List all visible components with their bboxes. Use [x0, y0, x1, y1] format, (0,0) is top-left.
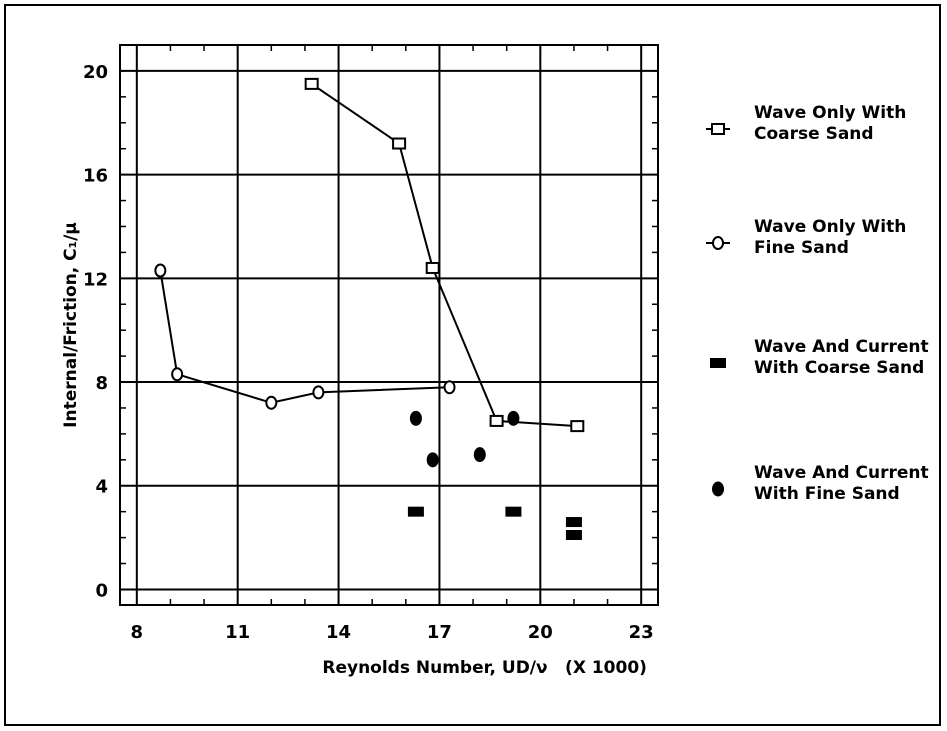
- x-tick-label: 20: [528, 622, 553, 643]
- legend-label: Coarse Sand: [754, 124, 874, 144]
- y-tick-label: 4: [95, 477, 108, 498]
- legend-marker-3: [710, 358, 726, 368]
- x-tick-label: 8: [131, 622, 144, 643]
- x-tick-label: 11: [225, 622, 250, 643]
- series-2-point: [265, 395, 278, 410]
- y-tick-label: 12: [83, 269, 108, 290]
- x-axis-multiplier: (X 1000): [565, 658, 647, 678]
- series-1-point: [392, 137, 407, 150]
- series-4-point: [473, 447, 486, 463]
- series-4-point: [507, 410, 520, 426]
- chart-frame: [4, 4, 941, 726]
- series-3-point: [565, 517, 582, 528]
- legend-marker-4: [712, 481, 724, 497]
- series-3-point: [407, 506, 424, 517]
- y-tick-label: 8: [95, 373, 108, 394]
- x-tick-label: 17: [427, 622, 452, 643]
- legend-label: Fine Sand: [754, 238, 849, 258]
- series-4-point: [409, 410, 422, 426]
- series-3-point: [565, 530, 582, 540]
- y-tick-label: 16: [83, 166, 108, 187]
- plot-area: [119, 44, 659, 606]
- legend-label: Wave Only With: [754, 217, 906, 237]
- legend-label: With Coarse Sand: [754, 358, 924, 378]
- legend-marker-1: [711, 123, 725, 135]
- x-axis-title: Reynolds Number, UD/ν: [322, 658, 547, 678]
- series-1-point: [489, 414, 504, 427]
- legend-label: Wave And Current: [754, 463, 929, 483]
- y-axis-title: Internal/Friction, C₁/μ: [61, 222, 81, 428]
- legend-marker-2: [712, 236, 724, 250]
- y-tick-label: 20: [83, 62, 108, 83]
- series-1-point: [425, 261, 440, 274]
- series-2-point: [443, 380, 456, 395]
- x-tick-label: 14: [326, 622, 351, 643]
- series-3-point: [505, 506, 522, 517]
- series-1-point: [570, 420, 585, 433]
- series-line-1: [311, 83, 578, 428]
- legend-label: Wave And Current: [754, 337, 929, 357]
- series-2-point: [312, 385, 325, 400]
- legend-label: With Fine Sand: [754, 484, 900, 504]
- series-2-point: [171, 367, 184, 382]
- legend-label: Wave Only With: [754, 103, 906, 123]
- series-2-point: [154, 263, 167, 278]
- x-tick-label: 23: [629, 622, 654, 643]
- series-1-point: [304, 77, 319, 90]
- series-4-point: [426, 452, 439, 468]
- y-tick-label: 0: [95, 580, 108, 601]
